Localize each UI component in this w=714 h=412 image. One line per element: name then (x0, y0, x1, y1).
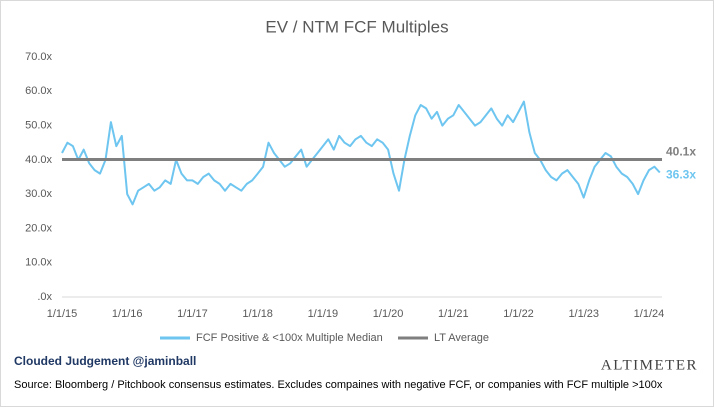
end-label: 36.3x (666, 168, 696, 182)
y-tick-label: 70.0x (25, 51, 52, 63)
x-tick-label: 1/1/21 (438, 308, 469, 320)
brand: Altimeter (601, 357, 698, 373)
x-tick-label: 1/1/18 (242, 308, 273, 320)
chart-title: EV / NTM FCF Multiples (265, 17, 448, 36)
x-tick-label: 1/1/16 (112, 308, 143, 320)
y-tick-label: 60.0x (25, 85, 52, 97)
source-note: Source: Bloomberg / Pitchbook consensus … (14, 379, 663, 391)
y-tick-label: .0x (37, 291, 52, 303)
reference-label: 40.1x (666, 145, 696, 159)
y-tick-label: 20.0x (25, 222, 52, 234)
x-tick-label: 1/1/22 (503, 308, 534, 320)
legend-label: FCF Positive & <100x Multiple Median (196, 332, 383, 344)
y-tick-label: 40.0x (25, 154, 52, 166)
x-tick-label: 1/1/23 (568, 308, 599, 320)
y-tick-label: 50.0x (25, 119, 52, 131)
x-tick-label: 1/1/24 (634, 308, 665, 320)
credit: Clouded Judgement @jaminball (14, 354, 196, 368)
y-tick-label: 30.0x (25, 188, 52, 200)
legend-label: LT Average (434, 332, 489, 344)
x-tick-label: 1/1/20 (373, 308, 404, 320)
y-tick-label: 10.0x (25, 257, 52, 269)
x-tick-label: 1/1/19 (308, 308, 339, 320)
series-line (61, 100, 661, 206)
x-tick-label: 1/1/15 (47, 308, 78, 320)
x-tick-label: 1/1/17 (177, 308, 208, 320)
